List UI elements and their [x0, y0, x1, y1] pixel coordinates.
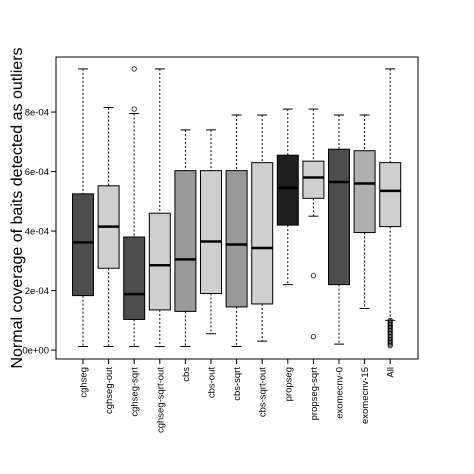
- x-tick-label-6: cbs-sqrt: [232, 367, 243, 401]
- box-exomecnv-0: [328, 148, 350, 286]
- box-cghseg-sqrt-out: [148, 212, 171, 311]
- y-tick-label-4: 8e-04: [25, 108, 49, 119]
- outlier-propseg-sqrt-1: [310, 334, 316, 340]
- box-exomecnv-15: [353, 150, 376, 234]
- outlier-all-16: [387, 341, 393, 347]
- outlier-propseg-sqrt-0: [310, 273, 316, 279]
- boxes-group: [72, 66, 402, 349]
- x-tick-label-5: cbs-out: [207, 367, 218, 399]
- box-propseg-sqrt: [302, 160, 325, 199]
- outlier-all-17: [387, 343, 393, 349]
- x-tick-label-3: cghseg-sqrt-out: [155, 367, 166, 433]
- outlier-cghseg-sqrt-1: [131, 66, 137, 72]
- x-tick-label-8: propseg: [283, 367, 294, 401]
- box-cghseg-sqrt: [123, 236, 146, 320]
- plot-frame: [55, 56, 419, 360]
- x-tick-label-11: exomecnv-15: [360, 367, 371, 424]
- y-tick-label-3: 6e-04: [25, 167, 49, 178]
- x-tick-label-7: cbs-sqrt-out: [258, 367, 269, 418]
- box-cbs-out: [200, 170, 222, 295]
- box-cbs: [174, 170, 197, 312]
- x-tick-label-10: exomecnv-0: [335, 367, 346, 419]
- y-axis-label: Normal coverage of baits detected as out…: [9, 47, 26, 368]
- y-tick-label-2: 4e-04: [25, 227, 49, 238]
- x-tick-label-2: cghseg-sqrt: [130, 367, 141, 417]
- box-cghseg: [72, 193, 94, 297]
- box-cbs-sqrt: [225, 170, 248, 308]
- y-axis: 0e+00 2e-04 4e-04 6e-04 8e-04: [22, 108, 56, 357]
- y-tick-label-0: 0e+00: [22, 346, 49, 357]
- x-tick-label-9: propseg-sqrt: [309, 367, 320, 421]
- outlier-all-15: [387, 340, 393, 346]
- y-tick-label-1: 2e-04: [25, 286, 49, 297]
- x-tick-label-4: cbs: [181, 367, 192, 382]
- outlier-cghseg-sqrt-0: [131, 106, 137, 112]
- x-axis: cghseg cghseg-out cghseg-sqrt cghseg-sqrt-o…: [79, 359, 397, 433]
- x-tick-label-1: cghseg-out: [104, 367, 115, 414]
- x-tick-label-12: All: [386, 367, 397, 378]
- x-tick-label-0: cghseg: [79, 367, 90, 398]
- box-all: [379, 162, 402, 228]
- box-cbs-sqrt-out: [251, 162, 274, 305]
- box-propseg: [276, 154, 299, 226]
